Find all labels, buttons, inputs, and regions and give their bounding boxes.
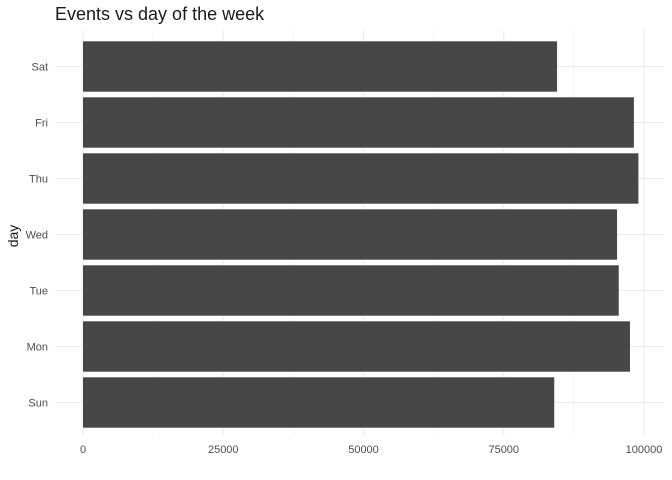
x-tick-label: 0	[80, 444, 86, 456]
bar-sun	[83, 377, 555, 428]
x-tick-label: 25000	[208, 444, 239, 456]
x-tick-label: 100000	[626, 444, 663, 456]
bar-sat	[83, 41, 558, 92]
x-axis-tick-labels: 0 25000 50000 75000 100000	[80, 444, 662, 456]
y-tick-label: Tue	[29, 286, 48, 298]
y-axis-tick-labels: Sun Mon Tue Wed Thu Fri Sat	[26, 62, 48, 410]
y-tick-label: Thu	[29, 174, 48, 186]
bar-fri	[83, 97, 634, 148]
bars	[83, 41, 639, 428]
bar-wed	[83, 209, 618, 260]
x-tick-label: 50000	[348, 444, 379, 456]
y-tick-label: Sun	[28, 398, 48, 410]
y-tick-label: Sat	[31, 62, 48, 74]
bar-mon	[83, 321, 630, 372]
chart-title: Events vs day of the week	[55, 4, 265, 24]
y-axis-title: day	[5, 225, 21, 248]
y-tick-label: Wed	[26, 230, 48, 242]
bar-thu	[83, 153, 639, 204]
y-tick-label: Fri	[35, 118, 48, 130]
bar-tue	[83, 265, 619, 316]
x-tick-label: 75000	[488, 444, 519, 456]
y-tick-label: Mon	[27, 342, 48, 354]
